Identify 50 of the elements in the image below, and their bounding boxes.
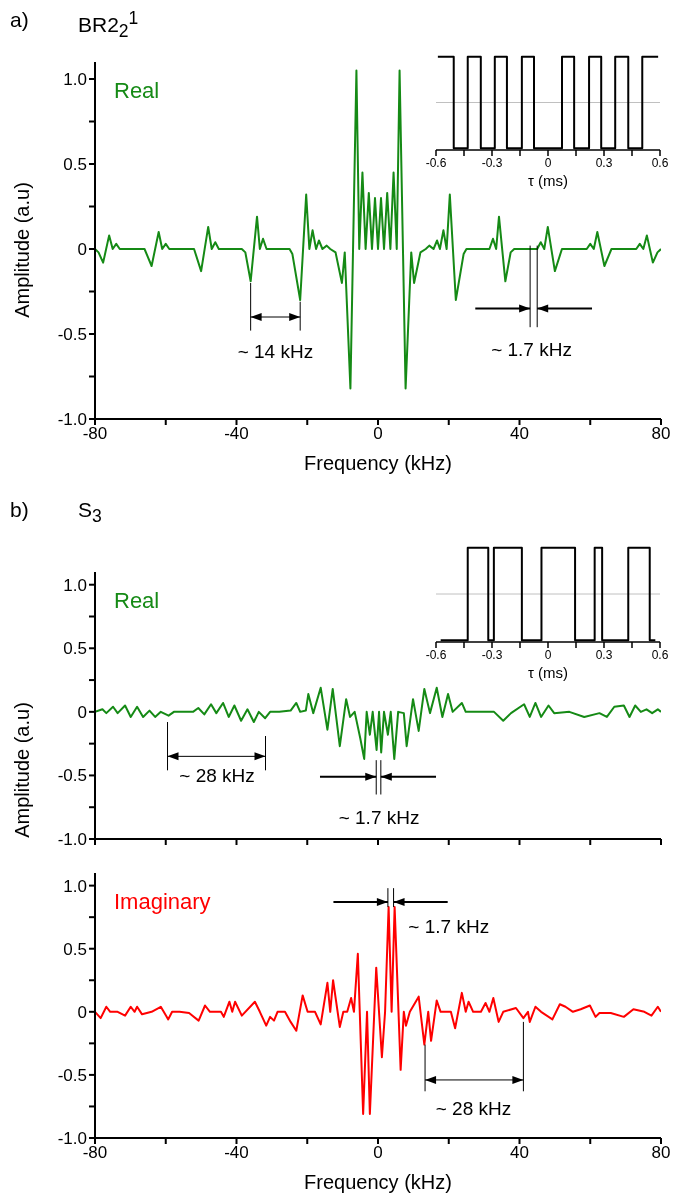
x-tick-label: -40 bbox=[224, 1143, 249, 1163]
x-tick-label: 0 bbox=[544, 647, 552, 662]
y-tick-label: 1.0 bbox=[63, 70, 87, 90]
y-tick-label: 0 bbox=[77, 702, 87, 722]
x-tick-label: 80 bbox=[651, 1143, 671, 1163]
y-axis-title: Amplitude (a.u) bbox=[11, 702, 33, 838]
text: Real bbox=[114, 588, 160, 613]
y-tick-label: -1.0 bbox=[57, 830, 87, 850]
x-axis-title: τ (ms) bbox=[527, 171, 569, 189]
y-tick-label: 0.5 bbox=[63, 939, 87, 959]
y-tick-label: 0.5 bbox=[63, 639, 87, 659]
x-axis-title: Frequency (kHz) bbox=[304, 452, 452, 474]
x-tick-label: -0.6 bbox=[425, 155, 447, 170]
text: Real bbox=[114, 78, 160, 103]
x-tick-label: 0 bbox=[544, 155, 552, 170]
annotation: ~ 14 kHz bbox=[237, 340, 314, 362]
line-series bbox=[95, 686, 661, 760]
y-tick-label: -0.5 bbox=[57, 1065, 87, 1085]
x-tick-label: 0 bbox=[373, 1143, 383, 1163]
y-tick-label: -0.5 bbox=[57, 325, 87, 345]
x-tick-label: -0.3 bbox=[481, 647, 503, 662]
y-tick-label: 1.0 bbox=[63, 575, 87, 595]
x-tick-label: 0 bbox=[373, 424, 383, 444]
x-tick-label: -0.3 bbox=[481, 155, 503, 170]
y-tick-label: 0 bbox=[77, 1002, 87, 1022]
x-axis-title: Frequency (kHz) bbox=[304, 1171, 452, 1193]
x-tick-label: 0.6 bbox=[651, 647, 669, 662]
x-tick-label: 0.6 bbox=[651, 155, 669, 170]
x-tick-label: -40 bbox=[224, 424, 249, 444]
y-tick-label: 0 bbox=[77, 240, 87, 260]
chart-title: b) bbox=[10, 498, 29, 522]
x-tick-label: 40 bbox=[510, 424, 529, 444]
y-tick-label: 0.5 bbox=[63, 155, 87, 175]
y-axis-title: Amplitude (a.u) bbox=[11, 182, 33, 318]
y-tick-label: 1.0 bbox=[63, 876, 87, 896]
annotation: ~ 28 kHz bbox=[435, 1098, 512, 1120]
chart-title: a) bbox=[10, 8, 29, 32]
annotation: ~ 1.7 kHz bbox=[491, 338, 572, 360]
x-tick-label: -0.6 bbox=[425, 647, 447, 662]
text: Imaginary bbox=[114, 889, 211, 914]
x-axis-title: τ (ms) bbox=[527, 663, 569, 681]
x-tick-label: 80 bbox=[651, 424, 671, 444]
x-tick-label: 0.3 bbox=[595, 647, 613, 662]
x-tick-label: 40 bbox=[510, 1143, 529, 1163]
x-tick-label: 0.3 bbox=[595, 155, 613, 170]
y-tick-label: -0.5 bbox=[57, 766, 87, 786]
annotation: ~ 1.7 kHz bbox=[408, 915, 490, 937]
annotation: ~ 28 kHz bbox=[179, 764, 255, 786]
annotation: ~ 1.7 kHz bbox=[338, 806, 420, 828]
chart-subtitle: S$_{3}$ bbox=[78, 498, 102, 528]
